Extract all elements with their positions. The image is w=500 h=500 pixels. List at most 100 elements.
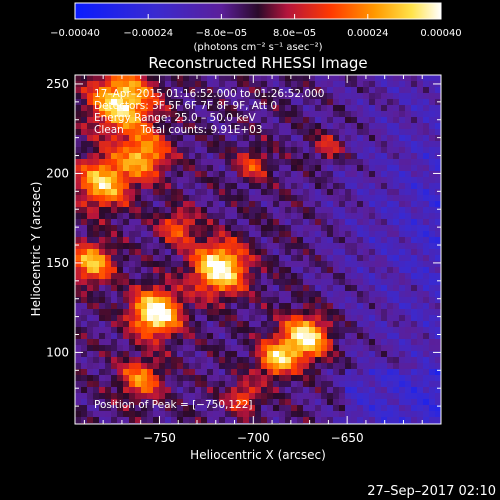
heatmap-cell bbox=[333, 339, 340, 346]
heatmap-cell bbox=[183, 225, 190, 232]
heatmap-cell bbox=[237, 291, 244, 298]
heatmap-cell bbox=[225, 159, 232, 166]
heatmap-cell bbox=[147, 99, 154, 106]
heatmap-cell bbox=[165, 285, 172, 292]
heatmap-cell bbox=[213, 369, 220, 376]
heatmap-cell bbox=[405, 411, 412, 418]
heatmap-cell bbox=[309, 87, 316, 94]
heatmap-cell bbox=[201, 117, 208, 124]
heatmap-cell bbox=[291, 327, 298, 334]
heatmap-cell bbox=[135, 219, 142, 226]
heatmap-cell bbox=[243, 357, 250, 364]
heatmap-cell bbox=[333, 207, 340, 214]
heatmap-cell bbox=[333, 321, 340, 328]
heatmap-cell bbox=[435, 363, 441, 370]
heatmap-cell bbox=[129, 375, 136, 382]
heatmap-cell bbox=[243, 369, 250, 376]
heatmap-cell bbox=[75, 411, 82, 418]
heatmap-cell bbox=[291, 387, 298, 394]
heatmap-cell bbox=[387, 171, 394, 178]
heatmap-cell bbox=[423, 255, 430, 262]
heatmap-cell bbox=[399, 207, 406, 214]
heatmap-cell bbox=[309, 363, 316, 370]
heatmap-cell bbox=[393, 141, 400, 148]
heatmap-cell bbox=[429, 285, 436, 292]
heatmap-cell bbox=[399, 165, 406, 172]
heatmap-cell bbox=[243, 303, 250, 310]
heatmap-cell bbox=[243, 105, 250, 112]
heatmap-cell bbox=[339, 297, 346, 304]
heatmap-cell bbox=[429, 141, 436, 148]
heatmap-cell bbox=[315, 207, 322, 214]
heatmap-cell bbox=[171, 261, 178, 268]
heatmap-cell bbox=[171, 363, 178, 370]
heatmap-cell bbox=[171, 249, 178, 256]
heatmap-cell bbox=[165, 399, 172, 406]
heatmap-cell bbox=[153, 381, 160, 388]
heatmap-cell bbox=[399, 381, 406, 388]
heatmap-cell bbox=[129, 153, 136, 160]
heatmap-cell bbox=[387, 387, 394, 394]
heatmap-cell bbox=[417, 387, 424, 394]
heatmap-cell bbox=[237, 195, 244, 202]
heatmap-cell bbox=[219, 249, 226, 256]
heatmap-cell bbox=[123, 165, 130, 172]
heatmap-cell bbox=[303, 267, 310, 274]
heatmap-cell bbox=[267, 279, 274, 286]
heatmap-cell bbox=[99, 117, 106, 124]
heatmap-cell bbox=[411, 363, 418, 370]
heatmap-cell bbox=[357, 141, 364, 148]
heatmap-cell bbox=[297, 363, 304, 370]
heatmap-cell bbox=[417, 339, 424, 346]
heatmap-cell bbox=[315, 285, 322, 292]
heatmap-cell bbox=[351, 153, 358, 160]
heatmap-cell bbox=[207, 381, 214, 388]
heatmap-cell bbox=[183, 99, 190, 106]
heatmap-cell bbox=[429, 123, 436, 130]
heatmap-cell bbox=[153, 309, 160, 316]
heatmap-cell bbox=[87, 351, 94, 358]
heatmap-cell bbox=[381, 231, 388, 238]
heatmap-cell bbox=[105, 93, 112, 100]
heatmap-cell bbox=[363, 357, 370, 364]
heatmap-cell bbox=[111, 315, 118, 322]
heatmap-cell bbox=[129, 147, 136, 154]
heatmap-cell bbox=[153, 333, 160, 340]
heatmap-cell bbox=[171, 81, 178, 88]
heatmap-cell bbox=[303, 81, 310, 88]
heatmap-cell bbox=[219, 363, 226, 370]
heatmap-cell bbox=[87, 147, 94, 154]
heatmap-cell bbox=[291, 333, 298, 340]
heatmap-cell bbox=[81, 225, 88, 232]
heatmap-cell bbox=[279, 213, 286, 220]
x-tick-label: −750 bbox=[143, 431, 176, 445]
heatmap-cell bbox=[237, 327, 244, 334]
heatmap-cell bbox=[363, 243, 370, 250]
heatmap-cell bbox=[99, 279, 106, 286]
heatmap-cell bbox=[141, 261, 148, 268]
heatmap-cell bbox=[351, 225, 358, 232]
heatmap-cell bbox=[339, 207, 346, 214]
heatmap-cell bbox=[201, 339, 208, 346]
heatmap-cell bbox=[411, 105, 418, 112]
heatmap-cell bbox=[345, 99, 352, 106]
heatmap-cell bbox=[87, 291, 94, 298]
heatmap-cell bbox=[195, 417, 202, 424]
heatmap-cell bbox=[75, 321, 82, 328]
heatmap-cell bbox=[387, 237, 394, 244]
heatmap-cell bbox=[285, 81, 292, 88]
heatmap-cell bbox=[321, 177, 328, 184]
heatmap-cell bbox=[381, 243, 388, 250]
heatmap-cell bbox=[195, 387, 202, 394]
heatmap-cell bbox=[399, 231, 406, 238]
heatmap-cell bbox=[207, 201, 214, 208]
heatmap-cell bbox=[399, 183, 406, 190]
heatmap-cell bbox=[345, 393, 352, 400]
heatmap-cell bbox=[105, 165, 112, 172]
heatmap-cell bbox=[153, 285, 160, 292]
heatmap-cell bbox=[303, 237, 310, 244]
heatmap-cell bbox=[393, 369, 400, 376]
heatmap-cell bbox=[369, 291, 376, 298]
heatmap-cell bbox=[225, 291, 232, 298]
heatmap-cell bbox=[327, 195, 334, 202]
